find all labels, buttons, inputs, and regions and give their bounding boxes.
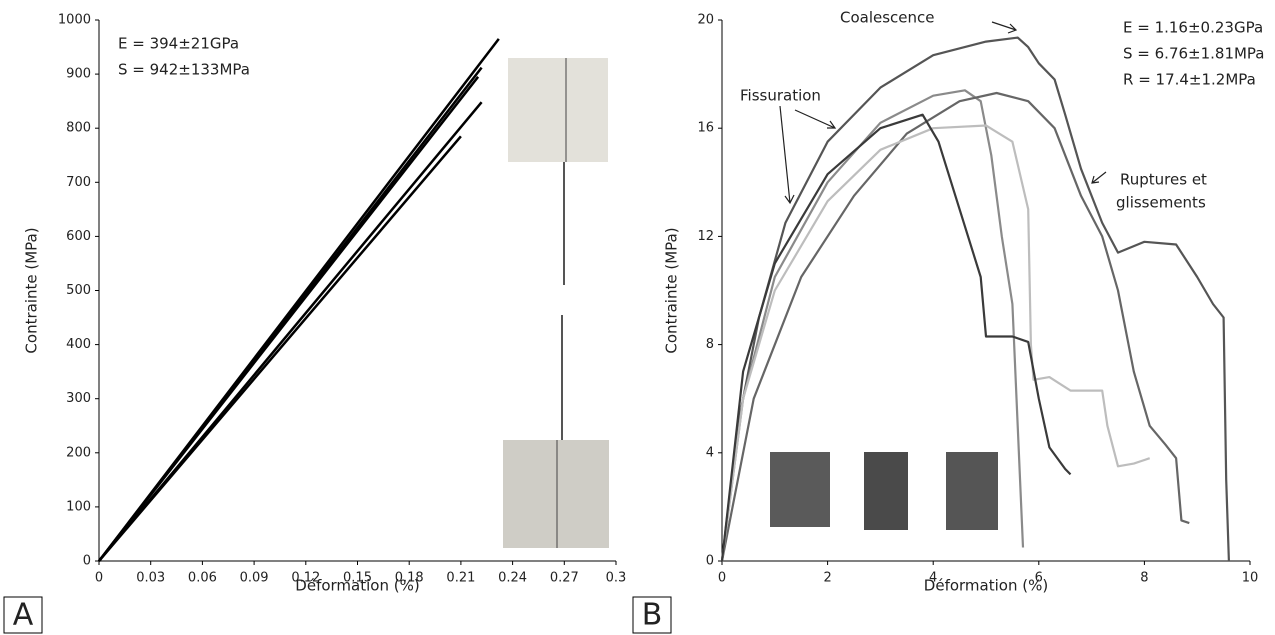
photo-cube: [864, 452, 908, 530]
annotation: Ruptures et: [1120, 171, 1207, 189]
x-tick-label: 0.03: [136, 571, 165, 586]
y-tick-label: 12: [697, 229, 714, 244]
x-tick-label: 0.21: [446, 571, 475, 586]
y-tick-label: 900: [66, 67, 91, 82]
x-tick-label: 0: [718, 571, 726, 586]
photo-tab: [503, 440, 609, 548]
x-tick-label: 0.12: [291, 571, 320, 586]
series-line: [98, 135, 462, 562]
photo-cube: [946, 452, 998, 530]
x-tick-label: 0.27: [550, 571, 579, 586]
panel-label: A: [13, 598, 34, 633]
arrows: [779, 21, 1107, 205]
y-tick-label: 8: [706, 337, 714, 352]
panel-box: [632, 596, 672, 634]
arrow: [779, 105, 795, 205]
annotation: Coalescence: [840, 9, 935, 27]
annotation: E = 394±21GPa: [118, 35, 239, 53]
y-axis-title: Contrainte (MPa): [663, 227, 681, 353]
annotation: glissements: [1116, 194, 1206, 212]
x-tick-label: 4: [929, 571, 937, 586]
y-tick-label: 700: [66, 175, 91, 190]
sample-photo: [770, 452, 998, 530]
arrow: [794, 109, 837, 129]
y-tick-label: 0: [706, 554, 714, 569]
y-axis-title: Contrainte (MPa): [23, 227, 41, 353]
y-tick-label: 200: [66, 445, 91, 460]
y-tick-label: 20: [697, 13, 714, 28]
series-line: [720, 124, 1151, 562]
panel-label: B: [642, 598, 663, 633]
y-tick-label: 400: [66, 337, 91, 352]
x-axis-title: Déformation (%): [295, 577, 419, 595]
x-tick-label: 8: [1140, 571, 1148, 586]
x-tick-label: 2: [823, 571, 831, 586]
x-tick-label: 0.06: [188, 571, 217, 586]
annotation: Fissuration: [740, 87, 821, 105]
arrow: [991, 21, 1018, 34]
x-tick-label: 0: [95, 571, 103, 586]
annotation: S = 942±133MPa: [118, 61, 250, 79]
y-tick-label: 500: [66, 283, 91, 298]
y-tick-label: 100: [66, 499, 91, 514]
annotation: E = 1.16±0.23GPa: [1123, 19, 1263, 37]
y-tick-label: 600: [66, 229, 91, 244]
x-axis-title: Déformation (%): [924, 577, 1048, 595]
x-tick-label: 0.18: [395, 571, 424, 586]
y-tick-label: 800: [66, 121, 91, 136]
series-line: [720, 89, 1025, 562]
x-tick-label: 0.09: [240, 571, 269, 586]
y-tick-label: 0: [83, 554, 91, 569]
x-tick-label: 6: [1035, 571, 1043, 586]
panel-box: [3, 596, 43, 634]
series-line: [720, 91, 1190, 562]
y-tick-label: 300: [66, 391, 91, 406]
y-tick-label: 1000: [58, 13, 91, 28]
y-tick-label: 16: [697, 121, 714, 136]
specimen-photo: [503, 58, 609, 548]
annotation: R = 17.4±1.2MPa: [1123, 71, 1256, 89]
series-line: [720, 113, 1072, 562]
series-line: [720, 36, 1230, 562]
arrow: [1091, 171, 1107, 184]
photo-cube: [770, 452, 830, 527]
annotation: S = 6.76±1.81MPa: [1123, 45, 1265, 63]
x-tick-label: 0.3: [606, 571, 627, 586]
x-tick-label: 10: [1242, 571, 1259, 586]
series-line: [98, 76, 480, 562]
x-tick-label: 0.24: [498, 571, 527, 586]
y-tick-label: 4: [706, 445, 714, 460]
x-tick-label: 0.15: [343, 571, 372, 586]
photo-tab: [508, 58, 608, 162]
